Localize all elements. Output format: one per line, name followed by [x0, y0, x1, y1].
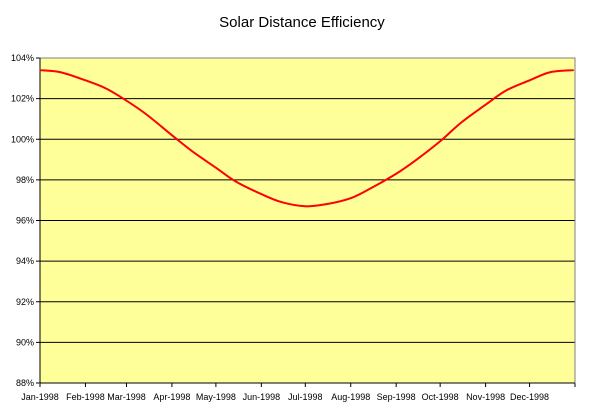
y-tick-label: 102% — [11, 94, 34, 104]
x-tick-label: Apr-1998 — [153, 392, 190, 402]
y-tick-label: 96% — [16, 216, 34, 226]
x-tick-label: Jul-1998 — [288, 392, 323, 402]
x-tick-label: Aug-1998 — [331, 392, 370, 402]
y-tick-label: 90% — [16, 337, 34, 347]
data-point — [395, 173, 397, 175]
x-tick-label: Sep-1998 — [377, 392, 416, 402]
y-tick-label: 92% — [16, 297, 34, 307]
x-tick-label: Feb-1998 — [66, 392, 105, 402]
data-point — [215, 167, 217, 169]
x-tick-label: Dec-1998 — [510, 392, 549, 402]
data-point — [191, 150, 194, 153]
x-tick-label: Mar-1998 — [107, 392, 146, 402]
data-point — [105, 87, 107, 90]
axis-layer — [36, 57, 576, 387]
data-point — [325, 203, 327, 205]
data-point — [528, 79, 531, 81]
data-point — [549, 71, 551, 73]
tick-layer: 88% 90% 92% 94% 96% 98% 100% 102% 104% Jan-1998 Fe… — [11, 53, 549, 402]
series-layer — [39, 69, 575, 208]
y-tick-label: 104% — [11, 53, 34, 63]
data-point — [125, 100, 128, 102]
data-point — [439, 140, 441, 142]
data-point — [59, 71, 62, 73]
y-tick-label: 94% — [16, 256, 34, 266]
data-point — [84, 79, 87, 81]
data-point — [350, 197, 352, 199]
data-point — [260, 193, 262, 195]
x-tick-label: May-1998 — [196, 392, 236, 402]
data-point — [171, 134, 173, 136]
y-tick-label: 98% — [16, 175, 34, 185]
data-point — [460, 122, 462, 124]
data-point — [416, 158, 418, 161]
data-point — [39, 69, 41, 71]
data-point — [505, 89, 507, 92]
data-point — [484, 104, 487, 106]
chart-title: Solar Distance Efficiency — [219, 14, 385, 31]
data-point — [304, 205, 306, 207]
x-tick-label: Nov-1998 — [466, 392, 505, 402]
data-point — [572, 69, 575, 71]
data-point — [146, 114, 148, 116]
data-point — [235, 181, 238, 183]
y-tick-label: 100% — [11, 134, 34, 144]
x-tick-label: Jan-1998 — [21, 392, 59, 402]
x-tick-label: Jun-1998 — [243, 392, 281, 402]
data-point — [370, 187, 372, 189]
y-tick-label: 88% — [16, 378, 34, 388]
data-point — [281, 201, 283, 203]
x-tick-label: Oct-1998 — [422, 392, 459, 402]
